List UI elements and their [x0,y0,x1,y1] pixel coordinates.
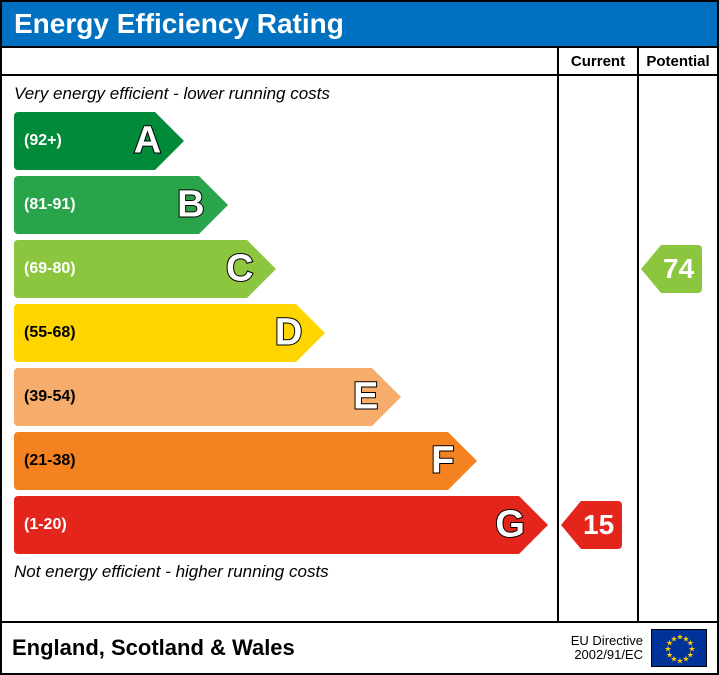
band-range: (81-91) [24,196,76,214]
table-area: Current Potential Very energy efficient … [2,48,717,673]
bands-group: (92+) A (81-91) B (69-80) C (55-68) D (39-54) E (2… [14,112,557,554]
band-range: (55-68) [24,324,76,342]
pointer-value: 74 [663,253,694,285]
eu-flag-icon: ★★★★★★★★★★★★ [651,629,707,667]
chart-column: Very energy efficient - lower running co… [2,76,557,621]
band-letter: B [177,184,204,227]
band-range: (1-20) [24,516,67,534]
eu-directive-text: EU Directive 2002/91/EC [571,634,643,663]
band-letter: A [134,120,161,163]
title-text: Energy Efficiency Rating [14,8,344,39]
band-range: (39-54) [24,388,76,406]
header-blank [2,48,557,74]
pointer-arrow-icon [561,501,581,549]
band-letter: E [353,376,378,419]
band-bar: (21-38)F [14,432,448,490]
band-bar: (69-80)C [14,240,247,298]
band-letter: F [431,440,454,483]
potential-column: 74 [637,76,717,621]
directive-line-1: EU Directive [571,634,643,648]
band-bar: (39-54)E [14,368,372,426]
band-d: (55-68) D [14,304,557,362]
pointer-body: 15 [581,501,622,549]
pointer-value: 15 [583,509,614,541]
pointer-arrow-icon [641,245,661,293]
footer-region: England, Scotland & Wales [12,635,571,661]
current-column: 15 [557,76,637,621]
current-pointer: 15 [561,501,622,549]
band-bar: (92+)A [14,112,155,170]
band-c: (69-80) C [14,240,557,298]
band-bar: (1-20)G [14,496,519,554]
header-row: Current Potential [2,48,717,76]
band-f: (21-38) F [14,432,557,490]
band-letter: D [275,312,302,355]
band-range: (92+) [24,132,62,150]
caption-bottom: Not energy efficient - higher running co… [14,562,557,582]
eu-star-icon: ★ [670,634,677,643]
caption-top: Very energy efficient - lower running co… [14,84,557,104]
potential-pointer: 74 [641,245,702,293]
band-a: (92+) A [14,112,557,170]
header-potential: Potential [637,48,717,74]
body-row: Very energy efficient - lower running co… [2,76,717,621]
footer-right: EU Directive 2002/91/EC ★★★★★★★★★★★★ [571,629,707,667]
band-bar: (55-68)D [14,304,296,362]
title-bar: Energy Efficiency Rating [2,2,717,48]
directive-line-2: 2002/91/EC [571,648,643,662]
band-letter: G [495,504,525,547]
band-g: (1-20) G [14,496,557,554]
band-range: (21-38) [24,452,76,470]
band-b: (81-91) B [14,176,557,234]
band-letter: C [226,248,253,291]
pointer-body: 74 [661,245,702,293]
band-range: (69-80) [24,260,76,278]
footer-row: England, Scotland & Wales EU Directive 2… [2,621,717,673]
band-bar: (81-91)B [14,176,199,234]
band-e: (39-54) E [14,368,557,426]
header-current: Current [557,48,637,74]
epc-chart-container: Energy Efficiency Rating Current Potenti… [0,0,719,675]
